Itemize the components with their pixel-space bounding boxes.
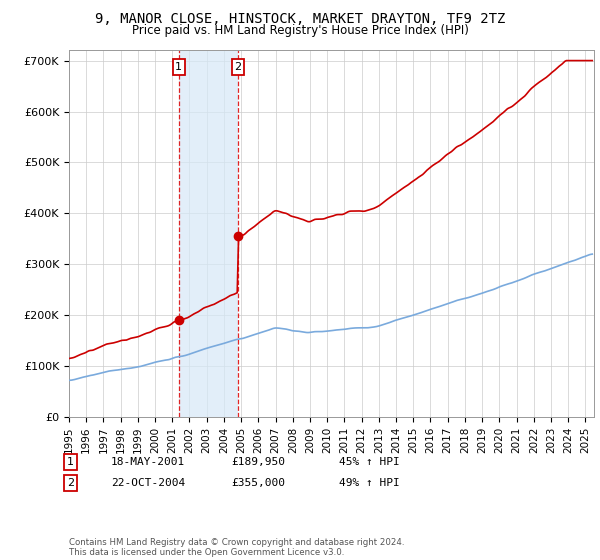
Text: 45% ↑ HPI: 45% ↑ HPI [339, 457, 400, 467]
Text: 1: 1 [67, 457, 74, 467]
Text: 49% ↑ HPI: 49% ↑ HPI [339, 478, 400, 488]
Text: 2: 2 [67, 478, 74, 488]
Text: £355,000: £355,000 [231, 478, 285, 488]
Text: Price paid vs. HM Land Registry's House Price Index (HPI): Price paid vs. HM Land Registry's House … [131, 24, 469, 36]
Text: £189,950: £189,950 [231, 457, 285, 467]
Text: 22-OCT-2004: 22-OCT-2004 [111, 478, 185, 488]
Text: 9, MANOR CLOSE, HINSTOCK, MARKET DRAYTON, TF9 2TZ: 9, MANOR CLOSE, HINSTOCK, MARKET DRAYTON… [95, 12, 505, 26]
Text: 18-MAY-2001: 18-MAY-2001 [111, 457, 185, 467]
Text: 1: 1 [175, 62, 182, 72]
Text: 2: 2 [234, 62, 241, 72]
Bar [179, 50, 238, 417]
Text: Contains HM Land Registry data © Crown copyright and database right 2024.
This d: Contains HM Land Registry data © Crown c… [69, 538, 404, 557]
